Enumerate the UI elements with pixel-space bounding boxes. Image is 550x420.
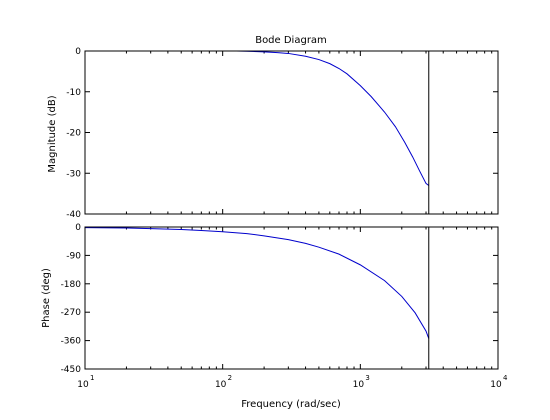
phase-axes-box [84,226,499,370]
y-tick-label: -90 [66,251,81,261]
magnitude-axes-box [84,50,499,215]
phase-panel: 0 -90 -180 -270 -360 -450 [61,223,499,375]
chart-title: Bode Diagram [255,35,327,46]
x-tick-label: 10 [77,380,89,390]
y-tick-label: -180 [61,280,82,290]
y-tick-label: -360 [61,337,82,347]
phase-series-line [84,227,430,339]
x-tick-label: 10 [215,380,227,390]
x-axis-label: Frequency (rad/sec) [241,399,341,410]
x-tick-exponent: 4 [503,374,508,382]
x-tick-exponent: 2 [228,374,232,382]
y-tick-label: 0 [75,223,81,233]
magnitude-series-line [236,50,430,186]
y-tick-label: -10 [66,88,81,98]
x-tick-exponent: 1 [90,374,94,382]
x-tick-exponent: 3 [365,374,369,382]
y-tick-label: 0 [75,47,81,57]
magnitude-y-axis-label: Magnitude (dB) [47,95,58,172]
y-tick-label: -40 [66,210,81,220]
magnitude-panel: 0 -10 -20 -30 -40 [66,47,499,220]
y-tick-label: -450 [61,365,82,375]
y-tick-label: -270 [61,308,82,318]
x-tick-label: 10 [490,380,502,390]
x-tick-label: 10 [353,380,365,390]
phase-y-axis-label: Phase (deg) [41,268,52,328]
y-tick-label: -30 [66,169,81,179]
y-tick-label: -20 [66,129,81,139]
